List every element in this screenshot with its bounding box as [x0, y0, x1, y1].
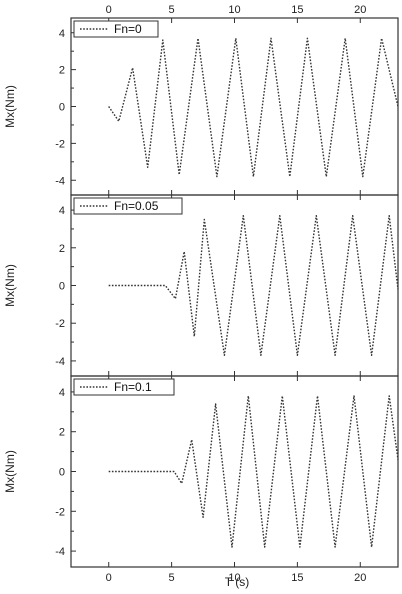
y-tick-label: 4	[59, 205, 65, 217]
y-tick-label: 0	[59, 467, 65, 479]
panel-2: -4 -2 0 2 4 Mx(Nm) Fn=0.05	[3, 194, 399, 377]
y-axis-title: Mx(Nm)	[3, 264, 17, 307]
plot-frame	[70, 17, 399, 196]
y-tick-label: -2	[55, 318, 65, 330]
x-tick-label: 5	[169, 572, 175, 584]
legend-box	[73, 378, 175, 396]
series-line	[108, 215, 399, 356]
x-tick-label: 15	[291, 572, 303, 584]
x-tick-label: 0	[106, 572, 112, 584]
y-tick-label: -2	[55, 506, 65, 518]
legend-label: Fn=0.05	[114, 199, 159, 213]
legend-box	[73, 197, 183, 215]
x-tick-label: 10	[228, 572, 240, 584]
legend-box	[73, 20, 159, 38]
x-top-tick-label: 5	[169, 4, 175, 16]
x-top-tick-label: 10	[228, 4, 240, 16]
x-tick-label: 20	[354, 572, 366, 584]
legend-label: Fn=0.1	[114, 380, 152, 394]
panel-1: -4 -2 0 2 4 Mx(Nm) Fn=0	[3, 17, 399, 196]
y-axis-title: Mx(Nm)	[3, 450, 17, 493]
series-line	[108, 37, 399, 178]
y-tick-label: -2	[55, 138, 65, 150]
y-tick-label: 0	[59, 281, 65, 293]
plot-frame	[70, 375, 399, 568]
y-tick-label: -4	[55, 546, 65, 558]
series-line	[108, 395, 399, 548]
y-tick-label: 2	[59, 243, 65, 255]
y-tick-label: -4	[55, 175, 65, 187]
x-top-tick-label: 20	[354, 4, 366, 16]
y-tick-label: 0	[59, 102, 65, 114]
y-tick-label: 4	[59, 387, 65, 399]
x-top-tick-label: 0	[106, 4, 112, 16]
y-axis-title: Mx(Nm)	[3, 85, 17, 128]
y-tick-label: 2	[59, 427, 65, 439]
legend-label: Fn=0	[114, 22, 142, 36]
x-axis-title: T (s)	[225, 575, 249, 589]
x-top-tick-label: 15	[291, 4, 303, 16]
y-tick-label: -4	[55, 356, 65, 368]
panel-3: -4 -2 0 2 4 Mx(Nm) Fn=0.1	[3, 375, 399, 568]
y-tick-label: 2	[59, 65, 65, 77]
y-tick-label: 4	[59, 28, 65, 40]
